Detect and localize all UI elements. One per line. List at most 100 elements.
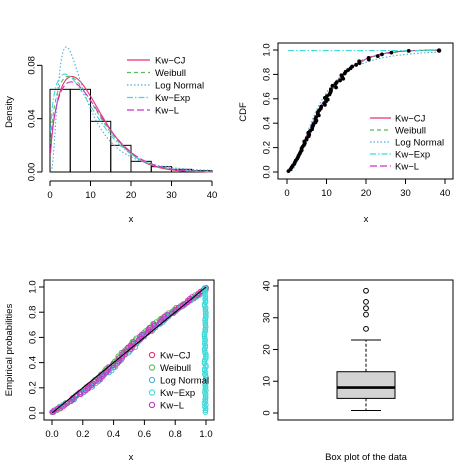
kw-exp-pp-point — [202, 353, 209, 360]
kw-exp-pp-point — [201, 333, 208, 340]
x-axis-title: x — [364, 214, 369, 225]
empirical-cdf-point — [334, 85, 338, 90]
y-tick-label: 0.00 — [27, 163, 38, 182]
kw-exp-pp-point — [203, 375, 209, 381]
empirical-cdf-point — [389, 50, 394, 55]
legend-marker — [148, 401, 156, 409]
x-tick-label: 0 — [47, 190, 52, 201]
empirical-cdf-point — [375, 54, 380, 58]
empirical-cdf-point — [357, 59, 362, 64]
pp-plot-panel: 0.0 0.2 0.4 0.6 0.8 1.0 0.0 0.2 0.4 0.6 0.8 1.0 x Emp… — [4, 279, 215, 463]
x-tick-label: 10 — [85, 190, 96, 201]
y-tick-label: 20 — [262, 344, 273, 355]
y-axis-title: Empirical probabilities — [4, 304, 15, 397]
kw-l-density-line — [50, 81, 212, 173]
kw-l-pp-point — [151, 321, 157, 327]
kw-l-pp-point — [139, 331, 145, 338]
x-tick-label: 0 — [284, 188, 289, 199]
y-tick-label: 30 — [262, 312, 273, 323]
empirical-cdf-point — [354, 62, 359, 67]
legend-label: Kw−Exp — [160, 388, 195, 399]
legend-label: Weibull — [395, 126, 426, 137]
empirical-cdf-point — [350, 64, 354, 69]
outlier-point — [363, 287, 369, 294]
y-tick-label: 0.08 — [27, 56, 38, 75]
y-tick-label: 0.0 — [28, 406, 39, 419]
outlier-point — [363, 325, 369, 332]
kw-exp-pp-point — [202, 324, 209, 331]
y-tick-label: 0.2 — [262, 141, 273, 154]
empirical-cdf-point — [338, 78, 342, 83]
x-tick-label: 0.4 — [107, 429, 120, 440]
kw-exp-pp-point — [202, 378, 209, 385]
x-tick-label: 0.8 — [169, 429, 182, 440]
kw-exp-pp-point — [202, 409, 209, 415]
density-panel: 0 10 20 30 40 0.00 0.04 0.08 x Density Kw−CJWeibul… — [4, 46, 218, 225]
legend-label: Kw−Exp — [395, 150, 430, 161]
kw-l-pp-point — [147, 324, 153, 331]
y-tick-label: 0.8 — [28, 306, 39, 319]
kw-l-pp-point — [130, 339, 137, 345]
y-tick-label: 0 — [262, 410, 273, 415]
empirical-cdf-point — [314, 115, 319, 119]
legend-label: Log Normal — [395, 138, 444, 149]
legend-marker — [148, 376, 156, 384]
legend-label: Kw−L — [395, 162, 419, 173]
kw-exp-pp-point — [202, 349, 208, 356]
kw-exp-pp-point — [201, 285, 208, 291]
legend-label: Kw−CJ — [395, 114, 426, 125]
lognormal-density-line — [50, 46, 213, 173]
y-tick-label: 0.4 — [262, 117, 273, 130]
legend-label: Kw−Exp — [155, 93, 190, 104]
empirical-cdf-point — [380, 52, 384, 57]
empirical-cdf-point — [334, 80, 339, 85]
outlier-point — [363, 305, 369, 312]
kw-l-pp-point — [55, 405, 61, 412]
empirical-cdf-point — [328, 87, 333, 92]
kw-exp-pp-point — [202, 344, 208, 351]
kw-exp-pp-point — [201, 367, 208, 374]
x-tick-label: 40 — [207, 190, 218, 201]
x-tick-label: 30 — [400, 188, 411, 199]
kw-exp-pp-point — [202, 299, 209, 306]
legend-marker — [148, 351, 156, 359]
x-tick-label: 20 — [126, 190, 137, 201]
x-tick-label: 0.6 — [138, 429, 151, 440]
x-axis-title: x — [129, 452, 134, 463]
legend-marker — [148, 364, 156, 371]
y-tick-label: 0.8 — [262, 68, 273, 81]
y-tick-label: 0.0 — [262, 165, 273, 178]
y-tick-label: 0.2 — [28, 381, 39, 394]
legend-label: Weibull — [155, 68, 186, 79]
x-tick-label: 30 — [166, 190, 177, 201]
empirical-cdf-point — [366, 55, 371, 60]
interquartile-box — [336, 371, 396, 399]
x-axis-title: Box plot of the data — [325, 452, 408, 463]
legend-label: Kw−L — [160, 401, 184, 412]
empirical-cdf-point — [339, 73, 344, 78]
y-axis-title: CDF — [238, 102, 249, 122]
kw-exp-pp-point — [201, 360, 208, 367]
kw-exp-pp-point — [203, 355, 209, 361]
legend-label: Weibull — [160, 363, 191, 374]
y-tick-label: 1.0 — [262, 43, 273, 56]
kw-l-pp-point — [110, 360, 116, 367]
x-tick-label: 0.0 — [45, 429, 58, 440]
y-tick-label: 1.0 — [28, 280, 39, 293]
legend-label: Kw−L — [155, 106, 179, 117]
outlier-point — [363, 311, 369, 318]
kw-exp-pp-point — [203, 364, 209, 370]
kw-exp-pp-point — [202, 380, 209, 387]
legend-label: Kw−CJ — [155, 56, 186, 67]
y-tick-label: 0.04 — [27, 109, 38, 128]
boxplot-panel: 0 10 20 30 40 Box plot of the data — [262, 279, 454, 463]
legend-label: Log Normal — [155, 81, 204, 92]
legend-marker — [148, 389, 156, 396]
y-axis-title: Density — [4, 96, 15, 128]
outlier-point — [363, 298, 369, 305]
legend-label: Log Normal — [160, 376, 209, 387]
y-tick-label: 0.4 — [28, 356, 39, 369]
reference-diagonal-line — [51, 286, 207, 414]
kw-exp-pp-point — [201, 331, 208, 338]
